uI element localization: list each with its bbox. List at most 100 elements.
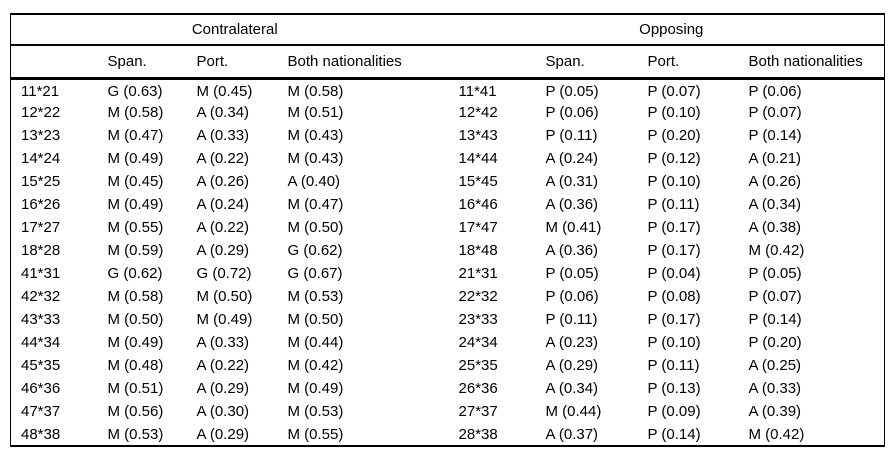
row-label: 41*31 [21, 265, 61, 282]
value-cell: M (0.58) [107, 104, 164, 121]
value-cell: M (0.56) [107, 403, 164, 420]
table-body: 11*21 G (0.63) M (0.45) M (0.58) 11*41 P (0.0… [11, 78, 885, 446]
row-label: 15*45 [458, 173, 498, 190]
value-cell: P (0.04) [647, 265, 701, 282]
value-cell: M (0.47) [107, 127, 164, 144]
value-cell: P (0.14) [748, 127, 802, 144]
col-header-blank-right [458, 45, 546, 80]
value-cell: A (0.26) [196, 173, 250, 190]
value-cell: A (0.33) [196, 334, 250, 351]
value-cell: G (0.67) [287, 265, 343, 282]
row-label: 16*46 [458, 196, 498, 213]
column-header-row: Span. Port. Both nationalities Span. Por… [10, 45, 885, 80]
value-cell: P (0.10) [647, 334, 701, 351]
value-cell: A (0.39) [748, 403, 802, 420]
group-header-row: Contralateral Opposing [10, 14, 885, 46]
value-cell: M (0.49) [287, 380, 344, 397]
row-label: 18*48 [458, 242, 498, 259]
table-row: 44*34 M (0.49) A (0.33) M (0.44) 24*34 A (0.2… [11, 331, 885, 354]
value-cell: M (0.53) [107, 425, 164, 443]
table-row: 43*33 M (0.50) M (0.49) M (0.50) 23*33 P (0.1… [11, 308, 885, 331]
row-label: 24*34 [458, 334, 498, 351]
table-row: 46*36 M (0.51) A (0.29) M (0.49) 26*36 A (0.3… [11, 377, 885, 400]
value-cell: A (0.34) [196, 104, 250, 121]
value-cell: A (0.29) [545, 357, 599, 374]
value-cell: P (0.06) [748, 83, 802, 101]
col-header-span-right: Span. [545, 45, 648, 80]
value-cell: A (0.31) [545, 173, 599, 190]
value-cell: G (0.62) [107, 265, 163, 282]
col-header-port-right: Port. [647, 45, 749, 80]
table-row: 48*38 M (0.53) A (0.29) M (0.55) 28*38 A (0.3… [11, 423, 885, 446]
group-header-opposing: Opposing [458, 14, 885, 46]
value-cell: P (0.08) [647, 288, 701, 305]
value-cell: P (0.06) [545, 288, 599, 305]
value-cell: M (0.42) [287, 357, 344, 374]
table-row: 47*37 M (0.56) A (0.30) M (0.53) 27*37 M (0.4… [11, 400, 885, 423]
value-cell: A (0.33) [196, 127, 250, 144]
row-label: 46*36 [21, 380, 61, 397]
row-label: 43*33 [21, 311, 61, 328]
value-cell: M (0.50) [287, 311, 344, 328]
value-cell: G (0.63) [107, 83, 163, 101]
value-cell: M (0.53) [287, 288, 344, 305]
table-row: 17*27 M (0.55) A (0.22) M (0.50) 17*47 M (0.4… [11, 216, 885, 239]
value-cell: A (0.22) [196, 150, 250, 167]
value-cell: A (0.33) [748, 380, 802, 397]
row-label: 48*38 [21, 425, 61, 443]
value-cell: M (0.53) [287, 403, 344, 420]
value-cell: M (0.47) [287, 196, 344, 213]
value-cell: M (0.42) [748, 242, 805, 259]
value-cell: P (0.17) [647, 311, 701, 328]
value-cell: M (0.51) [287, 104, 344, 121]
row-label: 44*34 [21, 334, 61, 351]
value-cell: P (0.06) [545, 104, 599, 121]
value-cell: M (0.41) [545, 219, 602, 236]
value-cell: P (0.09) [647, 403, 701, 420]
col-header-blank-left [10, 45, 108, 80]
row-label: 13*23 [21, 127, 61, 144]
col-header-both-right: Both nationalities [748, 45, 885, 80]
value-cell: P (0.14) [748, 311, 802, 328]
table-row: 13*23 M (0.47) A (0.33) M (0.43) 13*43 P (0.1… [11, 124, 885, 147]
value-cell: M (0.58) [107, 288, 164, 305]
value-cell: P (0.14) [647, 425, 701, 443]
value-cell: M (0.55) [287, 425, 344, 443]
value-cell: P (0.10) [647, 173, 701, 190]
row-label: 15*25 [21, 173, 61, 190]
value-cell: A (0.34) [748, 196, 802, 213]
value-cell: M (0.44) [287, 334, 344, 351]
value-cell: A (0.23) [545, 334, 599, 351]
row-label: 12*22 [21, 104, 61, 121]
value-cell: A (0.37) [545, 425, 599, 443]
value-cell: M (0.43) [287, 150, 344, 167]
row-label: 11*21 [21, 83, 60, 101]
row-label: 21*31 [458, 265, 498, 282]
table-row: 12*22 M (0.58) A (0.34) M (0.51) 12*42 P (0.0… [11, 101, 885, 124]
value-cell: M (0.48) [107, 357, 164, 374]
value-cell: M (0.43) [287, 127, 344, 144]
value-cell: A (0.22) [196, 357, 250, 374]
col-header-port-left: Port. [196, 45, 288, 80]
row-label: 25*35 [458, 357, 498, 374]
col-header-span-left: Span. [107, 45, 197, 80]
value-cell: A (0.29) [196, 380, 250, 397]
value-cell: A (0.36) [545, 242, 599, 259]
value-cell: P (0.17) [647, 242, 701, 259]
value-cell: A (0.36) [545, 196, 599, 213]
table-row: 42*32 M (0.58) M (0.50) M (0.53) 22*32 P (0.0… [11, 285, 885, 308]
row-label: 27*37 [458, 403, 498, 420]
value-cell: M (0.42) [748, 425, 805, 443]
row-label: 13*43 [458, 127, 498, 144]
value-cell: A (0.21) [748, 150, 802, 167]
row-label: 28*38 [458, 425, 498, 443]
value-cell: A (0.25) [748, 357, 802, 374]
value-cell: P (0.10) [647, 104, 701, 121]
value-cell: A (0.30) [196, 403, 250, 420]
table-row: 15*25 M (0.45) A (0.26) A (0.40) 15*45 A (0.3… [11, 170, 885, 193]
value-cell: P (0.05) [545, 83, 599, 101]
row-label: 22*32 [458, 288, 498, 305]
row-label: 11*41 [458, 83, 497, 101]
table-row: 14*24 M (0.49) A (0.22) M (0.43) 14*44 A (0.2… [11, 147, 885, 170]
group-header-contralateral: Contralateral [10, 14, 459, 46]
